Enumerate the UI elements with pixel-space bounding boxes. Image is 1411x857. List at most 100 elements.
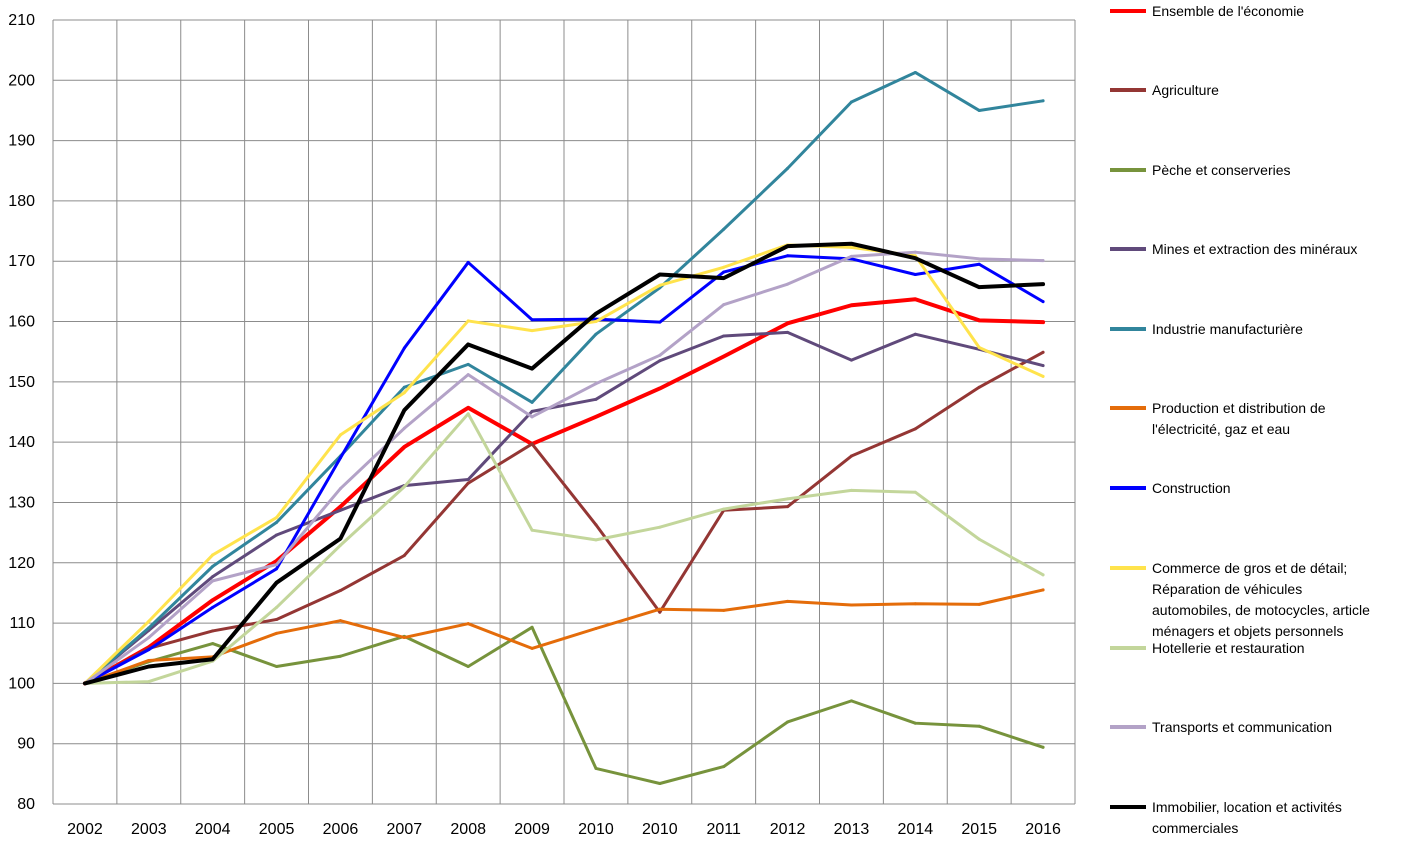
legend-label: Mines et extraction des minéraux [1152,241,1357,257]
data-point [913,256,917,260]
data-point [530,367,534,371]
data-point [530,528,534,532]
data-point [977,285,981,289]
data-point [466,319,470,323]
data-point [338,654,342,658]
data-point [338,487,342,491]
data-point [977,385,981,389]
y-tick-label: 90 [17,736,35,753]
y-tick-label: 110 [9,615,35,632]
legend-item: Pèche et conserveries [1110,162,1291,178]
data-point [338,456,342,460]
data-point [977,724,981,728]
data-point [913,70,917,74]
data-point [594,397,598,401]
data-point [722,270,726,274]
legend: Ensemble de l'économie Agriculture Pèche e… [1110,3,1370,836]
x-tick-label: 2007 [387,821,423,838]
data-point [1041,364,1045,368]
data-point [530,409,534,413]
x-tick-label: 2014 [898,821,934,838]
x-tick-label: 2009 [514,821,550,838]
y-axis-tick-labels: 80 90 100 110 120 130 140 150 160 170 180 190 200 210 [8,12,35,813]
y-tick-label: 210 [8,12,35,29]
data-point [211,579,215,583]
data-point [1041,282,1045,286]
legend-item: Production et distribution de l'électrici… [1110,400,1326,437]
series-line [83,588,1045,685]
data-point [211,564,215,568]
x-tick-label: 2012 [770,821,806,838]
data-point [402,445,406,449]
data-point [402,485,406,489]
x-axis-tick-labels: 2002 2003 2004 2005 2006 2007 2008 2009 2010 2010… [67,821,1061,838]
series-line [83,330,1045,685]
x-tick-label: 2006 [323,821,359,838]
x-tick-label: 2015 [961,821,997,838]
legend-item: Commerce de gros et de détail; Réparation… [1110,560,1370,639]
x-tick-label: 2016 [1025,821,1061,838]
data-point [466,478,470,482]
data-point [913,332,917,336]
series-line [83,254,1045,685]
data-point [722,303,726,307]
data-point [849,100,853,104]
y-tick-label: 190 [8,133,35,150]
legend-label: Commerce de gros et de détail; Réparation… [1152,560,1370,639]
data-point [913,490,917,494]
series [82,241,1046,686]
legend-item: Transports et communication [1110,719,1332,735]
data-point [786,599,790,603]
data-point [913,272,917,276]
data-point [530,400,534,404]
series-line [83,625,1045,785]
x-tick-label: 2003 [131,821,167,838]
legend-item: Immobilier, location et activités commerc… [1110,799,1342,836]
x-tick-label: 2002 [67,821,103,838]
x-tick-label: 2013 [834,821,870,838]
data-point [722,265,726,269]
legend-label: Immobilier, location et activités commerc… [1152,799,1342,836]
x-tick-label: 2008 [450,821,486,838]
series-line [83,350,1045,685]
x-tick-label: 2010 [642,821,678,838]
series-line [83,70,1045,685]
legend-label: Agriculture [1152,82,1219,98]
data-point [849,488,853,492]
data-point [402,408,406,412]
data-point [402,346,406,350]
legend-label: Production et distribution de l'électrici… [1152,400,1326,437]
data-point [977,318,981,322]
data-point [594,523,598,527]
legend-label: Industrie manufacturière [1152,321,1303,337]
data-point [530,442,534,446]
data-point [147,648,151,652]
data-point [1041,745,1045,749]
legend-label: Ensemble de l'économie [1152,3,1304,19]
data-point [1041,259,1045,263]
x-tick-label: 2011 [706,821,741,838]
data-point [275,516,279,520]
data-point [722,276,726,280]
data-point [977,108,981,112]
data-point [849,699,853,703]
data-point [594,332,598,336]
legend-label: Transports et communication [1152,719,1332,735]
data-point [658,386,662,390]
data-point [466,412,470,416]
data-point [275,617,279,621]
series [83,254,1045,685]
data-point [786,330,790,334]
data-point [1041,99,1045,103]
data-point [338,508,342,512]
data-point [147,636,151,640]
y-tick-label: 100 [8,675,35,692]
legend-item: Construction [1110,480,1231,496]
x-tick-label: 2004 [195,821,231,838]
data-point [275,631,279,635]
legend-label: Construction [1152,480,1231,496]
data-point [530,318,534,322]
data-point [849,242,853,246]
y-tick-label: 170 [8,253,35,270]
data-point [977,345,981,349]
